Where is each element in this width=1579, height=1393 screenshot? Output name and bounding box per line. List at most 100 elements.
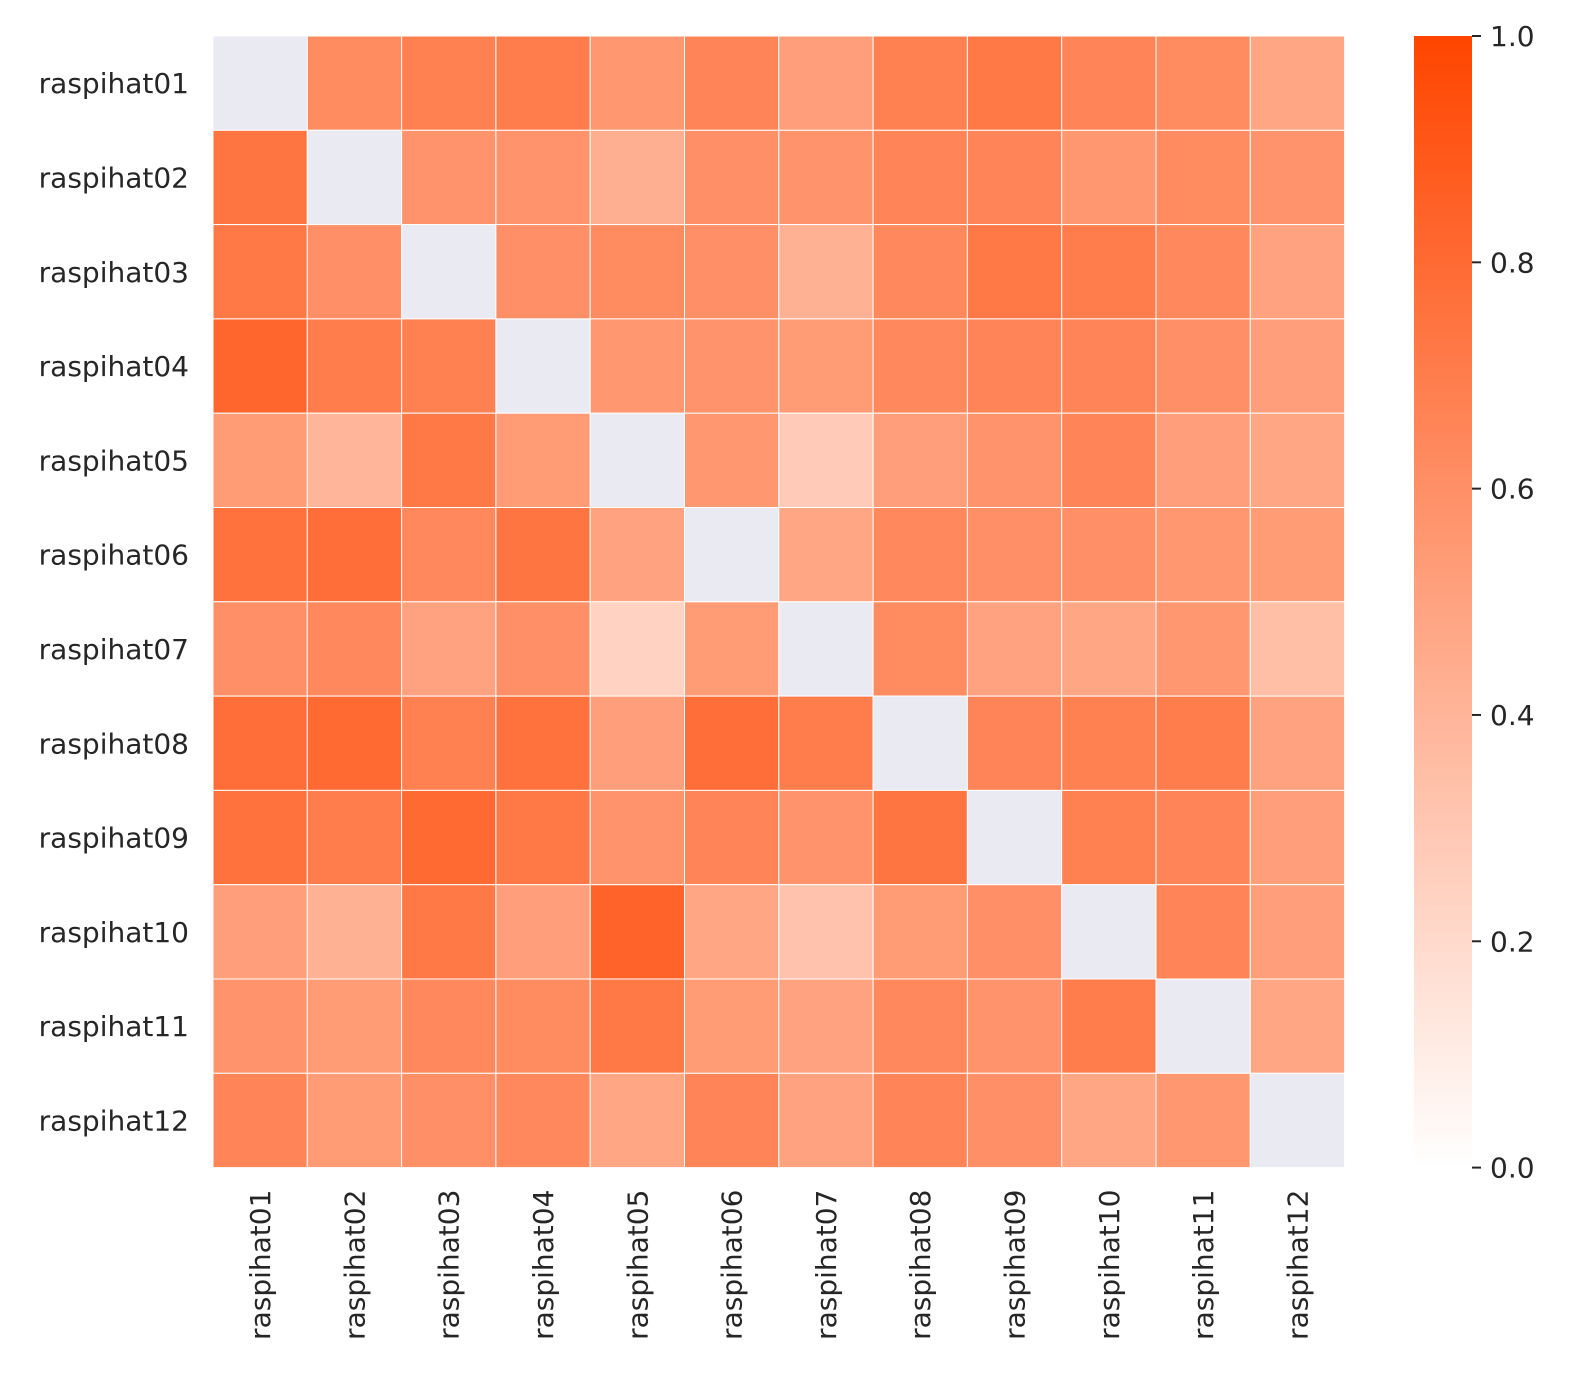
row-label: raspihat01 [39,67,189,100]
heatmap-cell-r3-c2 [306,224,403,320]
heatmap-cell-r11-c11 [1155,978,1251,1074]
row-labels: raspihat01 raspihat02 raspihat03 raspihat04… [39,67,189,1137]
heatmap-cell-r8-c10 [1061,695,1157,791]
heatmap-cell-r7-c9 [966,601,1063,697]
heatmap-cell-r2-c1 [212,129,308,226]
heatmap-cell-r6-c8 [872,507,968,603]
heatmap-cell-r9-c12 [1249,789,1346,886]
heatmap-cell-r5-c7 [778,412,874,509]
colorbar: 0.0 0.2 0.4 0.6 0.8 1.0 [1414,20,1535,1185]
column-label: raspihat07 [810,1190,843,1340]
heatmap-cell-r11-c1 [212,978,308,1074]
heatmap-cell-r3-c3 [401,224,497,320]
heatmap-cell-r6-c3 [401,507,497,603]
heatmap-cell-r6-c6 [684,507,780,603]
column-label: raspihat10 [1093,1190,1126,1340]
heatmap-cell-r7-c11 [1155,601,1251,697]
heatmap-cell-r2-c12 [1249,129,1346,226]
heatmap-cell-r7-c1 [212,601,308,697]
heatmap-cell-r9-c4 [495,789,591,886]
column-labels: raspihat01 raspihat02 raspihat03 raspihat04… [244,1190,1314,1340]
heatmap-cell-r8-c6 [684,695,780,791]
colorbar-tick-label: 0.8 [1490,246,1535,279]
heatmap-cell-r12-c8 [872,1072,968,1169]
heatmap-cell-r9-c6 [684,789,780,886]
heatmap-cell-r8-c1 [212,695,308,791]
heatmap-cell-r9-c8 [872,789,968,886]
heatmap-cell-r8-c12 [1249,695,1346,791]
row-label: raspihat12 [39,1104,189,1137]
heatmap-cell-r8-c11 [1155,695,1251,791]
heatmap-cell-r11-c7 [778,978,874,1074]
heatmap-cell-r7-c6 [684,601,780,697]
heatmap-cell-r10-c11 [1155,884,1251,980]
heatmap-cell-r1-c6 [684,35,780,131]
heatmap-cell-r1-c7 [778,35,874,131]
column-label: raspihat03 [433,1190,466,1340]
heatmap-cell-r5-c4 [495,412,591,509]
heatmap-cell-r10-c3 [401,884,497,980]
heatmap-cell-r3-c8 [872,224,968,320]
heatmap-cell-r9-c7 [778,789,874,886]
heatmap-cell-r6-c7 [778,507,874,603]
heatmap-cell-r4-c8 [872,318,968,414]
heatmap-cell-r9-c9 [966,789,1063,886]
heatmap-cell-r10-c8 [872,884,968,980]
column-label: raspihat12 [1281,1190,1314,1340]
heatmap-cell-r4-c2 [306,318,403,414]
heatmap-cell-r6-c1 [212,507,308,603]
heatmap-cell-r9-c10 [1061,789,1157,886]
heatmap-cell-r4-c6 [684,318,780,414]
row-label: raspihat05 [39,444,189,477]
heatmap-cell-r12-c2 [306,1072,403,1169]
heatmap-cell-r4-c10 [1061,318,1157,414]
heatmap-cell-r12-c7 [778,1072,874,1169]
heatmap-cell-r9-c2 [306,789,403,886]
heatmap-cell-r7-c10 [1061,601,1157,697]
heatmap-cell-r1-c11 [1155,35,1251,131]
heatmap-cell-r2-c7 [778,129,874,226]
heatmap-cell-r2-c9 [966,129,1063,226]
heatmap-cell-r10-c9 [966,884,1063,980]
heatmap-cell-r11-c4 [495,978,591,1074]
heatmap-cell-r3-c12 [1249,224,1346,320]
heatmap-cell-r9-c1 [212,789,308,886]
column-label: raspihat06 [716,1190,749,1340]
row-label: raspihat11 [39,1010,189,1043]
heatmap-cell-r4-c11 [1155,318,1251,414]
heatmap-cell-r8-c3 [401,695,497,791]
heatmap-cell-r11-c8 [872,978,968,1074]
heatmap-cell-r3-c11 [1155,224,1251,320]
heatmap-cell-r11-c10 [1061,978,1157,1074]
row-label: raspihat03 [39,256,189,289]
heatmap-cells [212,35,1346,1169]
heatmap-cell-r12-c12 [1249,1072,1346,1169]
heatmap-cell-r10-c10 [1061,884,1157,980]
row-label: raspihat06 [39,539,189,572]
heatmap-cell-r3-c5 [589,224,686,320]
heatmap-cell-r6-c12 [1249,507,1346,603]
heatmap-cell-r1-c1 [212,35,308,131]
heatmap-cell-r4-c1 [212,318,308,414]
heatmap-cell-r12-c4 [495,1072,591,1169]
heatmap-cell-r7-c12 [1249,601,1346,697]
heatmap-cell-r6-c5 [589,507,686,603]
heatmap-cell-r2-c10 [1061,129,1157,226]
heatmap-cell-r2-c11 [1155,129,1251,226]
heatmap-cell-r1-c4 [495,35,591,131]
colorbar-tick-label: 1.0 [1490,20,1535,53]
heatmap-cell-r12-c5 [589,1072,686,1169]
heatmap-cell-r2-c3 [401,129,497,226]
heatmap-cell-r4-c9 [966,318,1063,414]
heatmap-cell-r6-c4 [495,507,591,603]
heatmap-cell-r7-c7 [778,601,874,697]
heatmap-cell-r12-c10 [1061,1072,1157,1169]
heatmap-cell-r7-c4 [495,601,591,697]
heatmap-cell-r4-c7 [778,318,874,414]
row-label: raspihat04 [39,350,189,383]
heatmap-cell-r10-c1 [212,884,308,980]
heatmap-cell-r9-c3 [401,789,497,886]
row-label: raspihat09 [39,822,189,855]
heatmap-cell-r6-c2 [306,507,403,603]
